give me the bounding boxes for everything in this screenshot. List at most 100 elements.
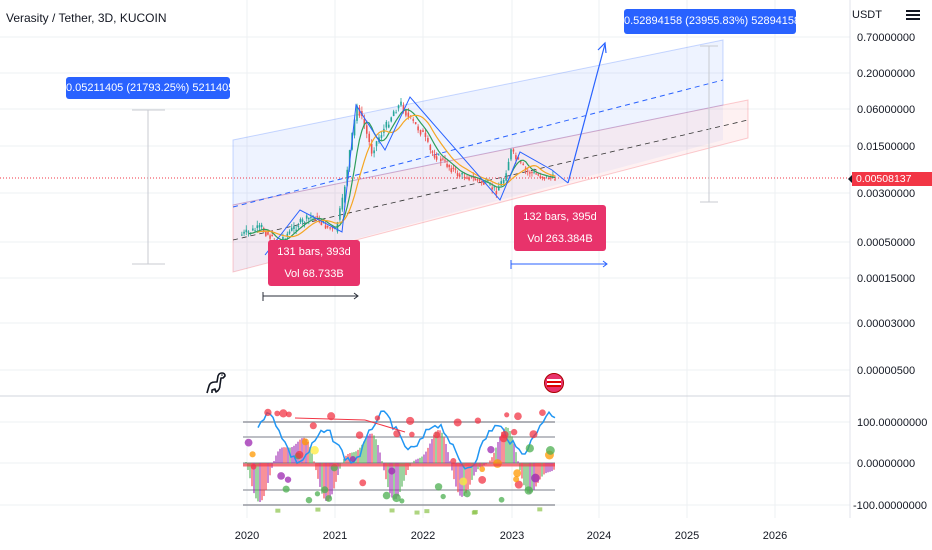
right-vol-text: Vol 263.384B [527, 233, 593, 245]
osc-signal-dot [399, 498, 405, 504]
time-axis[interactable]: 2020 2021 2022 2023 2024 2025 2026 [235, 530, 787, 542]
osc-bar [451, 463, 453, 471]
candle-body [429, 144, 432, 151]
candle-body [531, 172, 533, 174]
right-range-label: 0.52894158 (23955.83%) 52894158 [624, 9, 800, 34]
osc-bar [469, 463, 471, 485]
osc-bar [441, 432, 443, 463]
candle-body [320, 222, 323, 226]
osc-bar [397, 463, 399, 497]
osc-bar [369, 433, 371, 463]
price-tick-8: 0.00003000 [857, 318, 915, 330]
candle-body [331, 227, 334, 229]
menu-icon[interactable] [906, 8, 920, 22]
candle-body [452, 167, 455, 169]
projection-arrowhead [597, 41, 607, 54]
candle-body [267, 232, 269, 235]
ma-orange [257, 114, 556, 238]
osc-bar [375, 439, 377, 463]
osc-bar [435, 431, 437, 463]
candle-body [373, 150, 375, 154]
osc-bar [499, 436, 501, 463]
dino-icon[interactable] [203, 370, 229, 396]
osc-signal-dot [388, 467, 396, 475]
osc-bar [309, 446, 311, 463]
left-range-label: 0.05211405 (21793.25%) 5211405 [66, 77, 234, 99]
osc-bar [519, 463, 521, 471]
osc-bar [255, 463, 257, 499]
osc-bar [305, 439, 307, 463]
osc-bar [413, 460, 415, 463]
osc-bar [293, 445, 295, 463]
osc-bar [315, 463, 317, 471]
osc-bar [509, 431, 511, 463]
candle-body [365, 125, 368, 134]
candle-body [247, 231, 250, 233]
osc-bar [471, 463, 473, 480]
candle-body [512, 149, 515, 152]
osc-bottom-marker [389, 508, 395, 513]
candle-body [265, 231, 267, 236]
osc-bar [433, 434, 435, 463]
candle-body [387, 124, 390, 128]
blue-lower-band [233, 105, 723, 272]
candle-body [326, 225, 329, 228]
osc-signal-dot [487, 446, 495, 454]
last-price-badge: 0.00508137 [848, 172, 932, 186]
osc-bar [497, 442, 499, 463]
candle-body [405, 109, 407, 116]
osc-signal-dot [355, 431, 364, 439]
osc-bar [491, 457, 493, 463]
range-measure-left [132, 109, 165, 265]
osc-signal-dot [434, 483, 443, 491]
candle-body [282, 236, 284, 240]
osc-bar [393, 463, 395, 500]
time-tick-2021: 2021 [323, 530, 347, 542]
osc-bar [529, 463, 531, 494]
osc-bar [327, 463, 329, 501]
osc-bar [259, 463, 261, 503]
price-tick-7: 0.00015000 [857, 273, 915, 285]
price-axis[interactable]: 0.70000000 0.20000000 0.06000000 0.01500… [853, 32, 927, 512]
candle-body [456, 173, 459, 176]
candle-body [433, 154, 436, 158]
osc-bar [445, 443, 447, 463]
osc-bar [515, 452, 517, 463]
osc-signal-dot [524, 486, 533, 495]
osc-bar [547, 463, 549, 473]
osc-bar [269, 463, 271, 476]
candle-body [395, 112, 397, 114]
candle-body [324, 225, 327, 229]
osc-signal-dot [393, 430, 401, 438]
candle-body [316, 216, 318, 218]
osc-bar [549, 463, 551, 472]
osc-tick-1: 100.00000000 [857, 417, 927, 429]
osc-bar [363, 441, 365, 463]
osc-bottom-marker [472, 509, 478, 514]
chart-title[interactable]: Verasity / Tether, 3D, KUCOIN [6, 11, 167, 25]
osc-bar [495, 447, 497, 463]
candle-body [256, 225, 259, 228]
osc-signal-dot [514, 480, 523, 489]
candle-body [363, 119, 366, 126]
candle-body [435, 156, 438, 160]
osc-bar [319, 463, 321, 487]
candle-body [310, 216, 312, 219]
us-flag-icon[interactable] [544, 373, 564, 393]
candle-body [412, 119, 415, 121]
candle-body [463, 176, 466, 178]
candle-body [493, 186, 496, 188]
currency-label[interactable]: USDT [852, 9, 882, 21]
candle-body [322, 220, 325, 222]
candle-body [505, 173, 507, 181]
osc-bar [541, 463, 543, 477]
osc-signal-dot [305, 496, 313, 504]
osc-bar [475, 463, 477, 472]
osc-bar [371, 433, 373, 463]
osc-bar [249, 463, 251, 479]
time-tick-2026: 2026 [763, 530, 787, 542]
osc-bar [403, 463, 405, 481]
candle-body [446, 163, 448, 167]
candle-body [303, 222, 306, 224]
